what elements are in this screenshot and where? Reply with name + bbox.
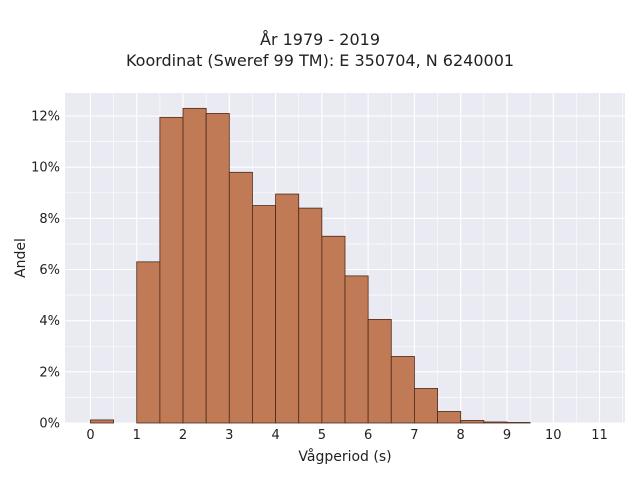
- histogram-bar: [298, 207, 323, 424]
- histogram-bar: [344, 275, 369, 424]
- x-tick-label: 0: [86, 428, 94, 443]
- y-tick-label: 12%: [31, 110, 60, 125]
- histogram-bar: [205, 113, 230, 424]
- y-tick-label: 0%: [39, 417, 60, 432]
- x-tick-label: 4: [271, 428, 279, 443]
- x-tick-label: 7: [410, 428, 418, 443]
- y-tick-label: 6%: [39, 263, 60, 278]
- histogram-bar: [90, 419, 114, 424]
- y-axis-label: Andel: [13, 238, 29, 278]
- y-tick-label: 8%: [39, 212, 60, 227]
- chart-title-line-1: År 1979 - 2019: [260, 30, 380, 49]
- histogram-bar: [506, 422, 531, 424]
- histogram-bar: [275, 193, 300, 424]
- histogram-bar: [414, 388, 438, 424]
- x-axis-label: Vågperiod (s): [298, 448, 391, 465]
- y-tick-labels: 0% 2% 4% 6% 8% 10% 12%: [31, 110, 60, 432]
- chart-title-line-2: Koordinat (Sweref 99 TM): E 350704, N 62…: [125, 51, 515, 70]
- histogram-bar: [182, 107, 207, 424]
- histogram-bar: [321, 235, 346, 424]
- x-tick-label: 9: [503, 428, 511, 443]
- x-tick-label: 6: [364, 428, 372, 443]
- x-tick-labels: 0 1 2 3 4 5 6 7 8 9 10 11: [86, 428, 608, 443]
- y-tick-label: 2%: [39, 365, 60, 380]
- histogram-bar: [136, 261, 161, 424]
- histogram-bar: [159, 116, 184, 424]
- y-tick-label: 4%: [39, 314, 60, 329]
- x-tick-label: 1: [133, 428, 141, 443]
- x-tick-label: 5: [318, 428, 326, 443]
- histogram-bar: [252, 205, 276, 424]
- histogram-bar: [390, 356, 415, 424]
- histogram-bars: [90, 107, 531, 424]
- histogram-bar: [228, 171, 253, 424]
- x-tick-label: 3: [225, 428, 233, 443]
- x-tick-label: 2: [179, 428, 187, 443]
- histogram-bar: [437, 411, 462, 424]
- y-tick-label: 10%: [31, 161, 60, 176]
- x-tick-label: 11: [591, 428, 608, 443]
- x-tick-label: 8: [457, 428, 465, 443]
- histogram-bar: [483, 421, 508, 424]
- histogram-bar: [460, 420, 485, 424]
- x-tick-label: 10: [545, 428, 562, 443]
- histogram-bar: [367, 318, 392, 424]
